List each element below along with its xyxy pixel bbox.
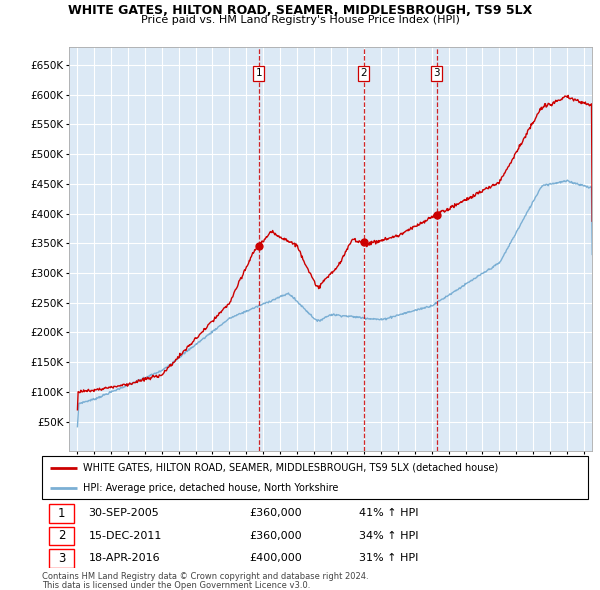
Text: 30-SEP-2005: 30-SEP-2005 — [88, 509, 159, 519]
Text: 31% ↑ HPI: 31% ↑ HPI — [359, 553, 418, 563]
Text: £360,000: £360,000 — [250, 531, 302, 541]
Text: HPI: Average price, detached house, North Yorkshire: HPI: Average price, detached house, Nort… — [83, 483, 338, 493]
Text: 34% ↑ HPI: 34% ↑ HPI — [359, 531, 418, 541]
Text: WHITE GATES, HILTON ROAD, SEAMER, MIDDLESBROUGH, TS9 5LX (detached house): WHITE GATES, HILTON ROAD, SEAMER, MIDDLE… — [83, 463, 498, 473]
Text: 3: 3 — [58, 552, 65, 565]
Text: 41% ↑ HPI: 41% ↑ HPI — [359, 509, 418, 519]
Text: £400,000: £400,000 — [250, 553, 302, 563]
FancyBboxPatch shape — [49, 504, 74, 523]
Text: Contains HM Land Registry data © Crown copyright and database right 2024.: Contains HM Land Registry data © Crown c… — [42, 572, 368, 581]
Text: 3: 3 — [433, 68, 440, 78]
Text: 2: 2 — [58, 529, 65, 542]
Text: 1: 1 — [256, 68, 262, 78]
Text: Price paid vs. HM Land Registry's House Price Index (HPI): Price paid vs. HM Land Registry's House … — [140, 15, 460, 25]
FancyBboxPatch shape — [49, 549, 74, 568]
Text: 15-DEC-2011: 15-DEC-2011 — [88, 531, 162, 541]
FancyBboxPatch shape — [49, 527, 74, 545]
Text: WHITE GATES, HILTON ROAD, SEAMER, MIDDLESBROUGH, TS9 5LX: WHITE GATES, HILTON ROAD, SEAMER, MIDDLE… — [68, 4, 532, 17]
Text: 18-APR-2016: 18-APR-2016 — [88, 553, 160, 563]
Text: This data is licensed under the Open Government Licence v3.0.: This data is licensed under the Open Gov… — [42, 581, 310, 589]
Text: 1: 1 — [58, 507, 65, 520]
Text: 2: 2 — [361, 68, 367, 78]
Text: £360,000: £360,000 — [250, 509, 302, 519]
FancyBboxPatch shape — [42, 456, 588, 499]
